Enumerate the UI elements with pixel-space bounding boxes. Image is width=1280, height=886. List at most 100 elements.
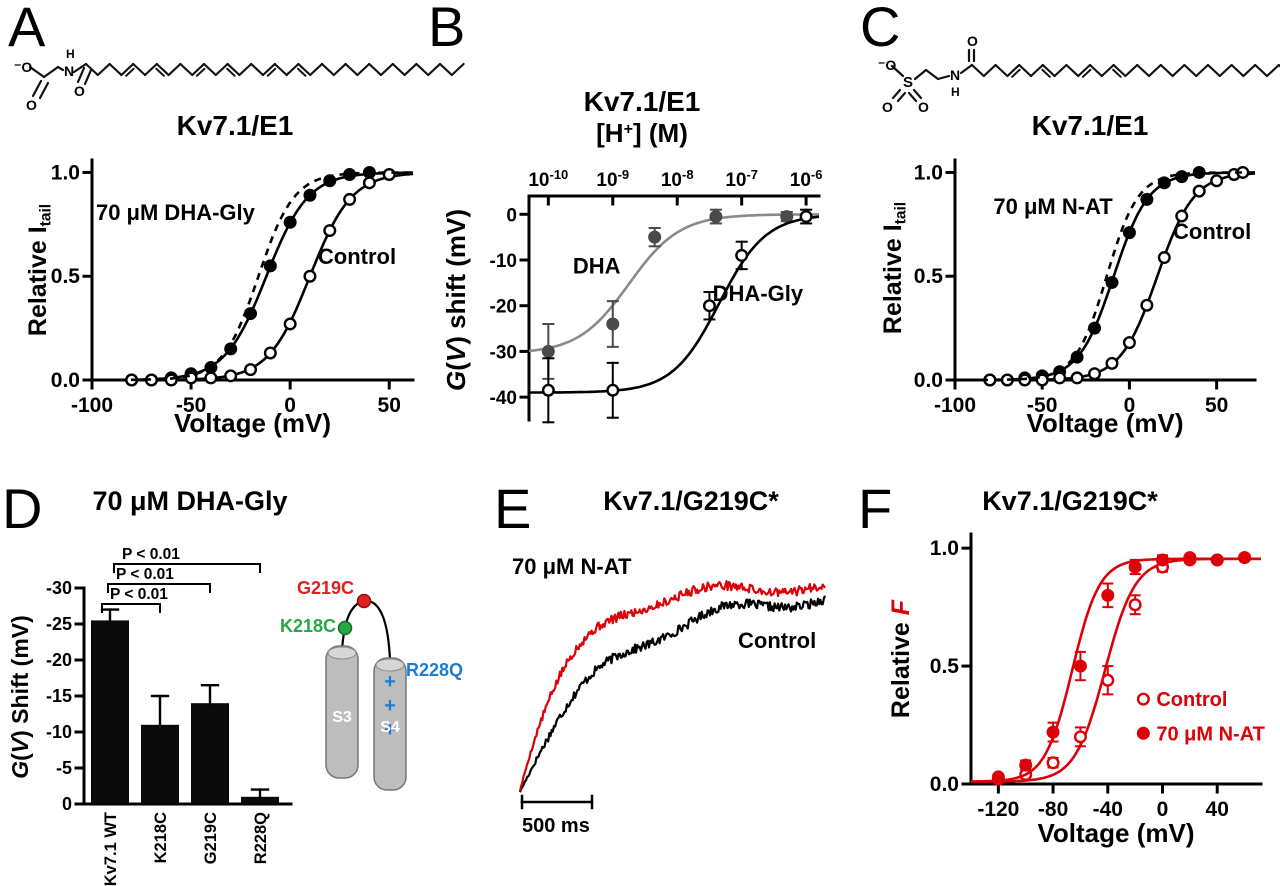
svg-text:-40: -40	[1093, 798, 1123, 821]
panel-d-letter: D	[2, 477, 43, 540]
panel-e-title: Kv7.1/G219C*	[603, 486, 779, 516]
svg-text:-100: -100	[71, 394, 113, 417]
svg-text:50: 50	[378, 394, 401, 417]
svg-text:0: 0	[1124, 394, 1136, 417]
panel-c-plot: -100 -50 0 50 0.0 0.5 1.0 Voltage (mV) 70 μM N-A…	[914, 158, 1257, 438]
svg-text:K218C: K218C	[152, 812, 170, 863]
svg-text:0.0: 0.0	[914, 369, 943, 392]
svg-text:70 μM DHA-Gly: 70 μM DHA-Gly	[96, 200, 256, 225]
svg-text:10-9: 10-9	[596, 167, 629, 191]
svg-text:+: +	[384, 671, 396, 693]
svg-text:10-8: 10-8	[661, 167, 694, 191]
panel-b-subtitle: [H+] (M)	[596, 118, 688, 148]
svg-text:P < 0.01: P < 0.01	[122, 546, 180, 563]
svg-text:Control: Control	[1156, 689, 1227, 711]
trace-70 μM N-AT	[518, 580, 826, 792]
svg-text:-25: -25	[46, 614, 72, 634]
svg-text:G219C: G219C	[202, 812, 220, 864]
panel-b-letter: B	[428, 0, 466, 58]
panel-f-plot: -120 -80 -40 0 40 0.0 0.5 1.0 Voltage (mV) Contro…	[930, 532, 1265, 848]
axes: 10-10 10-9 10-8 10-7 10-6 0 -10 -20 -30 -40	[490, 167, 823, 422]
svg-text:Voltage (mV): Voltage (mV)	[1027, 408, 1184, 438]
svg-text:Control: Control	[1173, 219, 1251, 244]
svg-text:1.0: 1.0	[51, 161, 80, 184]
svg-text:10-6: 10-6	[790, 167, 823, 191]
svg-text:O: O	[918, 99, 929, 115]
axes: -120 -80 -40 0 40 0.0 0.5 1.0 Voltage (mV)	[930, 532, 1263, 848]
svg-text:Voltage (mV): Voltage (mV)	[1038, 818, 1195, 848]
n_at-bonds	[890, 48, 1280, 103]
svg-text:1.0: 1.0	[914, 161, 943, 184]
panel-a-title: Kv7.1/E1	[176, 110, 294, 141]
svg-text:S3: S3	[332, 709, 352, 726]
svg-text:P < 0.01: P < 0.01	[110, 586, 168, 603]
svg-text:1.0: 1.0	[930, 537, 959, 560]
svg-text:-20: -20	[46, 650, 72, 670]
series-fit-dashed	[92, 171, 413, 382]
svg-text:500 ms: 500 ms	[522, 815, 590, 837]
panel-f-title: Kv7.1/G219C*	[982, 486, 1158, 516]
panel-b-plot: 10-10 10-9 10-8 10-7 10-6 0 -10 -20 -30 -40 DHA DHA…	[490, 167, 823, 424]
svg-text:O: O	[26, 97, 37, 113]
panel-e-letter: E	[494, 477, 532, 540]
series-Control	[955, 165, 1256, 387]
svg-text:-80: -80	[1038, 798, 1068, 821]
significance-brackets: P < 0.01 P < 0.01 P < 0.01	[101, 546, 261, 613]
svg-text:0: 0	[62, 794, 72, 814]
svg-text:S: S	[903, 74, 913, 91]
axes: -100 -50 0 50 0.0 0.5 1.0 Voltage (mV)	[914, 158, 1257, 438]
svg-text:70 μM N-AT: 70 μM N-AT	[1156, 723, 1265, 745]
svg-text:-40: -40	[490, 388, 517, 409]
svg-text:K218C: K218C	[280, 616, 336, 636]
svg-text:O: O	[882, 99, 893, 115]
svg-text:10-7: 10-7	[725, 167, 758, 191]
svg-text:70 μM N-AT: 70 μM N-AT	[512, 554, 632, 579]
svg-text:10-10: 10-10	[528, 167, 568, 191]
svg-text:-30: -30	[46, 578, 72, 598]
svg-text:0.0: 0.0	[930, 773, 959, 796]
svg-text:-120: -120	[977, 798, 1019, 821]
panel-c-letter: C	[860, 0, 901, 58]
s3-helix	[325, 645, 359, 779]
svg-text:DHA-Gly: DHA-Gly	[713, 281, 804, 306]
svg-text:R228Q: R228Q	[252, 812, 270, 864]
svg-text:0.5: 0.5	[51, 265, 81, 288]
series-DHA	[528, 208, 819, 380]
svg-text:0: 0	[506, 205, 517, 226]
svg-text:O: O	[74, 83, 85, 99]
svg-text:Control: Control	[738, 628, 816, 653]
panel-b-title: Kv7.1/E1	[583, 86, 701, 117]
svg-text:-50: -50	[1027, 394, 1057, 417]
k218c-site	[337, 620, 353, 636]
svg-text:⁻O: ⁻O	[878, 57, 896, 73]
series-Control	[971, 551, 1261, 786]
svg-text:+: +	[384, 695, 396, 717]
series-70 μM N-AT	[971, 551, 1261, 784]
svg-text:+: +	[384, 719, 396, 741]
svg-text:⁻O: ⁻O	[14, 59, 32, 75]
svg-text:40: 40	[1206, 798, 1229, 821]
svg-text:-30: -30	[490, 342, 517, 363]
svg-text:Control: Control	[318, 244, 396, 269]
svg-text:0: 0	[1157, 798, 1169, 821]
svg-text:H: H	[951, 85, 960, 99]
svg-text:-10: -10	[490, 251, 517, 272]
svg-text:-20: -20	[490, 297, 517, 318]
svg-text:70 μM N-AT: 70 μM N-AT	[993, 194, 1113, 219]
panel-c-title: Kv7.1/E1	[1031, 110, 1149, 141]
trace-Control	[518, 595, 827, 793]
svg-text:O: O	[967, 33, 978, 49]
svg-text:DHA: DHA	[573, 254, 621, 279]
svg-text:-50: -50	[176, 394, 206, 417]
s4-helix	[373, 657, 407, 791]
svg-text:-100: -100	[934, 394, 976, 417]
svg-text:0.5: 0.5	[914, 265, 944, 288]
svg-text:P < 0.01: P < 0.01	[116, 566, 174, 583]
svg-text:-10: -10	[46, 722, 72, 742]
svg-text:G219C: G219C	[297, 578, 354, 598]
svg-text:0.5: 0.5	[930, 655, 960, 678]
